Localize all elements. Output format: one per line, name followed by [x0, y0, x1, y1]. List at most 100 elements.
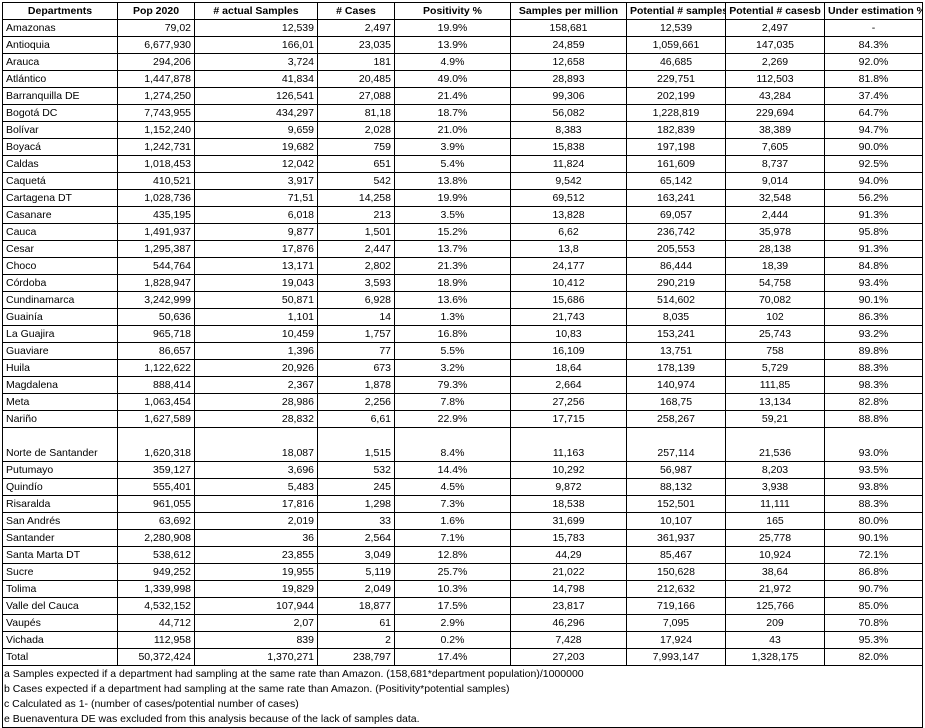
value-cell: 1,295,387 [117, 240, 195, 258]
table-row: Nariño 1,627,589 28,832 6,61 22.9% 17,715 258,… [2, 410, 923, 428]
positivity-cell: 21.3% [394, 257, 511, 275]
department-cell: Magdalena [2, 376, 118, 394]
department-cell: Amazonas [2, 19, 118, 37]
table-row: Boyacá 1,242,731 19,682 759 3.9% 15,838 197,19… [2, 138, 923, 156]
samples-per-million-cell: 11,824 [510, 155, 627, 173]
samples-per-million-cell: 12,658 [510, 53, 627, 71]
value-cell: 3,696 [194, 461, 318, 479]
samples-per-million-cell: 9,542 [510, 172, 627, 190]
under-estimation-cell: 84.8% [824, 257, 923, 275]
positivity-cell: 1.6% [394, 512, 511, 530]
value-cell: 150,628 [626, 563, 726, 581]
value-cell: 8,203 [725, 461, 825, 479]
value-cell: 69,057 [626, 206, 726, 224]
value-cell: 18,087 [194, 427, 318, 462]
department-cell: Cundinamarca [2, 291, 118, 309]
value-cell: 555,401 [117, 478, 195, 496]
samples-per-million-cell: 46,296 [510, 614, 627, 632]
value-cell: 673 [317, 359, 395, 377]
table-row: Antioquia 6,677,930 166,01 23,035 13.9% 24,85… [2, 36, 923, 54]
value-cell: 1,396 [194, 342, 318, 360]
value-cell: 6,677,930 [117, 36, 195, 54]
value-cell: 1,501 [317, 223, 395, 241]
value-cell: 532 [317, 461, 395, 479]
positivity-cell: 12.8% [394, 546, 511, 564]
samples-per-million-cell: 24,177 [510, 257, 627, 275]
value-cell: 46,685 [626, 53, 726, 71]
samples-per-million-cell: 99,306 [510, 87, 627, 105]
value-cell: 2,497 [725, 19, 825, 37]
value-cell: 197,198 [626, 138, 726, 156]
value-cell: 294,206 [117, 53, 195, 71]
positivity-cell: 13.6% [394, 291, 511, 309]
under-estimation-cell: 88.3% [824, 359, 923, 377]
value-cell: 44,712 [117, 614, 195, 632]
value-cell: 2,564 [317, 529, 395, 547]
value-cell: 61 [317, 614, 395, 632]
value-cell: 111,85 [725, 376, 825, 394]
samples-per-million-cell: 10,292 [510, 461, 627, 479]
positivity-cell: 15.2% [394, 223, 511, 241]
positivity-cell: 19.9% [394, 189, 511, 207]
value-cell: 1,018,453 [117, 155, 195, 173]
positivity-cell: 13.8% [394, 172, 511, 190]
value-cell: 6,61 [317, 410, 395, 428]
positivity-cell: 4.9% [394, 53, 511, 71]
department-cell: Guainía [2, 308, 118, 326]
column-header: Under estimation %c [824, 2, 923, 20]
value-cell: 19,829 [194, 580, 318, 598]
footnote: c Calculated as 1- (number of cases/pote… [4, 698, 299, 710]
value-cell: 11,111 [725, 495, 825, 513]
value-cell: 17,816 [194, 495, 318, 513]
samples-per-million-cell: 17,715 [510, 410, 627, 428]
value-cell: 65,142 [626, 172, 726, 190]
samples-per-million-cell: 7,428 [510, 631, 627, 649]
value-cell: 165 [725, 512, 825, 530]
department-cell: Quindío [2, 478, 118, 496]
samples-per-million-cell: 21,743 [510, 308, 627, 326]
value-cell: 1,339,998 [117, 580, 195, 598]
value-cell: 1,028,736 [117, 189, 195, 207]
positivity-cell: 0.2% [394, 631, 511, 649]
positivity-cell: 3.2% [394, 359, 511, 377]
table-row: Córdoba 1,828,947 19,043 3,593 18.9% 10,412 29… [2, 274, 923, 292]
value-cell: 2,497 [317, 19, 395, 37]
department-cell: Bolívar [2, 121, 118, 139]
value-cell: 245 [317, 478, 395, 496]
under-estimation-cell: 37.4% [824, 87, 923, 105]
value-cell: 1,491,937 [117, 223, 195, 241]
value-cell: 36 [194, 529, 318, 547]
value-cell: 1,228,819 [626, 104, 726, 122]
value-cell: 8,035 [626, 308, 726, 326]
value-cell: 1,298 [317, 495, 395, 513]
value-cell: 9,877 [194, 223, 318, 241]
value-cell: 758 [725, 342, 825, 360]
under-estimation-cell: 90.1% [824, 529, 923, 547]
department-cell: Risaralda [2, 495, 118, 513]
table-row: Norte de Santander 1,620,318 18,087 1,515 8.… [2, 427, 923, 462]
under-estimation-cell: 64.7% [824, 104, 923, 122]
under-estimation-cell: 98.3% [824, 376, 923, 394]
positivity-cell: 7.8% [394, 393, 511, 411]
value-cell: 38,64 [725, 563, 825, 581]
value-cell: 81,18 [317, 104, 395, 122]
value-cell: 651 [317, 155, 395, 173]
table-row: Caldas 1,018,453 12,042 651 5.4% 11,824 161,60… [2, 155, 923, 173]
value-cell: 1,515 [317, 427, 395, 462]
department-cell: Vaupés [2, 614, 118, 632]
value-cell: 102 [725, 308, 825, 326]
footnotes: a Samples expected if a department had s… [2, 666, 923, 728]
department-cell: Arauca [2, 53, 118, 71]
value-cell: 5,729 [725, 359, 825, 377]
table-row: San Andrés 63,692 2,019 33 1.6% 31,699 10,107 1… [2, 512, 923, 530]
under-estimation-cell: - [824, 19, 923, 37]
positivity-cell: 10.3% [394, 580, 511, 598]
value-cell: 212,632 [626, 580, 726, 598]
value-cell: 542 [317, 172, 395, 190]
value-cell: 1,447,878 [117, 70, 195, 88]
value-cell: 3,593 [317, 274, 395, 292]
under-estimation-cell: 93.0% [824, 427, 923, 462]
value-cell: 19,682 [194, 138, 318, 156]
samples-per-million-cell: 9,872 [510, 478, 627, 496]
